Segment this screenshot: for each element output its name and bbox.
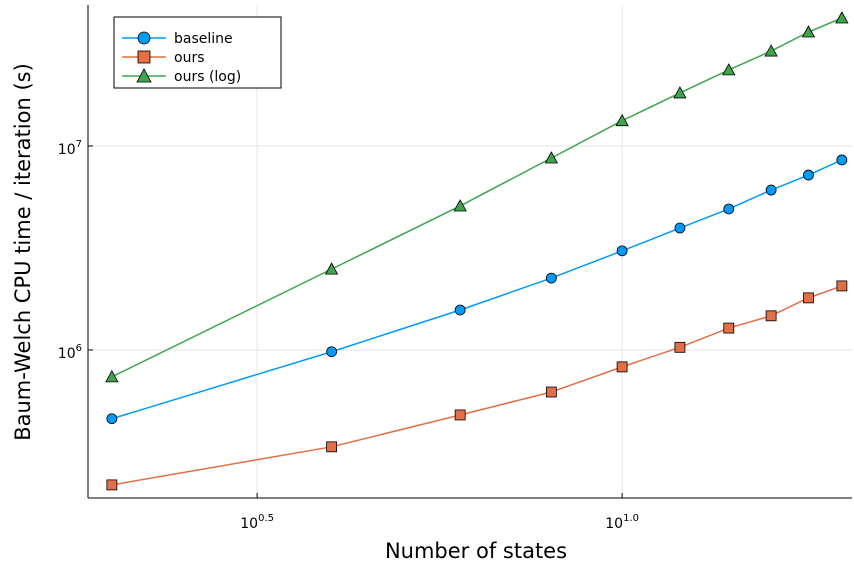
marker — [324, 262, 339, 275]
marker — [674, 222, 686, 234]
marker — [454, 409, 466, 421]
tick-base: 10 — [58, 346, 76, 362]
marker — [764, 44, 778, 57]
tick-base: 10 — [605, 516, 623, 532]
marker — [615, 113, 629, 127]
series-line — [111, 17, 843, 378]
marker — [545, 386, 557, 398]
x-axis-label: Number of states — [385, 539, 567, 563]
marker — [326, 441, 338, 453]
marker — [616, 245, 628, 257]
y-axis-label: Baum-Welch CPU time / iteration (s) — [11, 63, 35, 441]
marker — [836, 280, 848, 292]
tick-label: 107 — [58, 139, 82, 158]
legend-label: ours (log) — [174, 69, 241, 85]
marker — [803, 292, 814, 304]
marker — [836, 154, 848, 166]
tick-label: 100.5 — [240, 513, 274, 532]
marker — [803, 169, 814, 181]
tick-exponent: 0.5 — [258, 513, 274, 524]
tick-exponent: 7 — [76, 139, 82, 150]
marker — [544, 151, 559, 164]
marker — [723, 203, 735, 215]
marker — [136, 68, 152, 83]
tick-exponent: 1.0 — [623, 513, 639, 524]
marker — [326, 346, 338, 358]
marker — [616, 361, 628, 373]
tick-base: 10 — [240, 516, 258, 532]
marker — [453, 199, 467, 212]
tick-label: 106 — [58, 343, 82, 362]
marker — [723, 322, 735, 334]
marker — [722, 63, 736, 76]
legend-label: baseline — [174, 31, 233, 47]
marker — [545, 272, 557, 284]
marker — [454, 304, 466, 316]
marker — [137, 31, 151, 45]
marker — [765, 184, 777, 196]
marker — [765, 310, 777, 322]
tick-label: 101.0 — [605, 513, 639, 532]
tick-base: 10 — [58, 142, 76, 158]
marker — [835, 11, 849, 24]
marker — [106, 413, 118, 425]
marker — [106, 479, 118, 491]
marker — [673, 86, 687, 99]
marker — [105, 370, 119, 383]
tick-exponent: 6 — [76, 343, 82, 354]
marker — [674, 341, 686, 353]
legend-label: ours — [174, 50, 205, 66]
series-line — [111, 285, 843, 486]
series-line — [111, 159, 843, 420]
marker — [801, 25, 816, 38]
marker — [137, 50, 151, 64]
